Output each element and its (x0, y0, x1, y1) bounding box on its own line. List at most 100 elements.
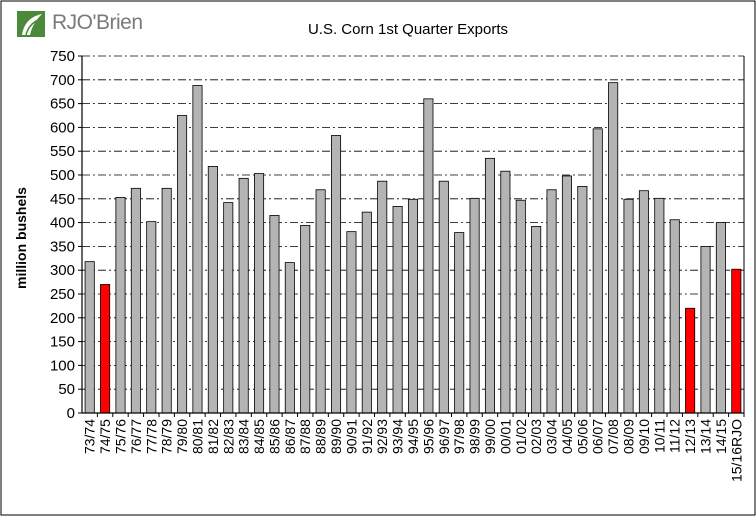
y-tick-label: 700 (50, 72, 75, 89)
x-tick-label: 78/79 (159, 419, 175, 454)
bar-03-04 (546, 189, 557, 414)
y-tick-label: 450 (50, 191, 75, 208)
bar-99-00 (484, 157, 495, 414)
x-tick-label: 96/97 (436, 419, 452, 454)
y-tick-label: 100 (50, 357, 75, 374)
x-tick-label: 03/04 (544, 419, 560, 454)
bar-88-89 (315, 189, 326, 414)
x-tick-label: 73/74 (82, 419, 98, 454)
bar-82-83 (223, 202, 234, 414)
bar-89-90 (331, 135, 342, 414)
x-tick-label: 11/12 (667, 419, 683, 453)
x-tick-label: 01/02 (513, 419, 529, 454)
bar-73-74 (84, 261, 95, 414)
x-tick-label: 97/98 (451, 419, 467, 454)
bar-11-12 (669, 219, 680, 414)
x-tick-label: 75/76 (112, 419, 128, 454)
x-tick-label: 81/82 (205, 419, 221, 454)
logo-text: RJO'Brien (52, 11, 143, 34)
bar-15-16RJO (731, 268, 742, 414)
bar-93-94 (392, 206, 403, 414)
x-tick-label: 08/09 (621, 419, 637, 454)
x-tick-label: 84/85 (251, 419, 267, 454)
x-tick-label: 09/10 (636, 419, 652, 454)
x-tick-label: 94/95 (405, 419, 421, 454)
bar-92-93 (377, 180, 388, 414)
rjo-brien-logo: RJO'Brien (16, 8, 156, 40)
bar-96-97 (438, 180, 449, 414)
bar-75-76 (115, 196, 126, 414)
rjo-leaf-logo-icon (17, 11, 45, 37)
x-tick-label: 99/00 (482, 419, 498, 454)
y-tick-label: 400 (50, 215, 75, 232)
bar-86-87 (284, 262, 295, 414)
bar-13-14 (700, 245, 711, 414)
bar-09-10 (638, 190, 649, 414)
bar-04-05 (561, 175, 572, 414)
x-tick-label: 14/15 (713, 419, 729, 454)
x-tick-label: 00/01 (497, 419, 513, 454)
bar-85-86 (269, 215, 280, 414)
y-tick-label: 50 (58, 381, 75, 398)
x-tick-label: 93/94 (390, 419, 406, 454)
bar-80-81 (192, 85, 203, 414)
bar-84-85 (254, 173, 265, 414)
bar-97-98 (454, 232, 465, 414)
bar-02-03 (531, 226, 542, 414)
x-tick-label: 82/83 (220, 419, 236, 454)
y-tick-label: 600 (50, 119, 75, 136)
x-tick-label: 87/88 (297, 419, 313, 454)
bar-90-91 (346, 231, 357, 414)
x-tick-label: 89/90 (328, 419, 344, 454)
bar-07-08 (608, 82, 619, 414)
x-tick-label: 12/13 (682, 419, 698, 454)
y-tick-label: 500 (50, 167, 75, 184)
x-tick-label: 90/91 (343, 419, 359, 454)
x-tick-label: 76/77 (128, 419, 144, 454)
bar-10-11 (654, 197, 665, 414)
bar-05-06 (577, 186, 588, 414)
x-tick-label: 98/99 (467, 419, 483, 454)
x-tick-label: 91/92 (359, 419, 375, 454)
y-tick-label: 150 (50, 334, 75, 351)
bar-95-96 (423, 98, 434, 414)
x-tick-label: 86/87 (282, 419, 298, 454)
x-tick-label: 05/06 (574, 419, 590, 454)
bar-83-84 (238, 177, 249, 414)
y-tick-label: 200 (50, 310, 75, 327)
x-tick-label: 06/07 (590, 419, 606, 454)
bar-01-02 (515, 199, 526, 414)
bar-74-75 (100, 284, 111, 414)
x-tick-label: 95/96 (420, 419, 436, 454)
y-tick-label: 550 (50, 143, 75, 160)
bar-98-99 (469, 197, 480, 414)
axes (78, 55, 745, 417)
x-tick-label: 15/16RJO (728, 419, 744, 482)
y-tick-labels: 0 50 100 150 200 250 300 350 400 450 500 550 600 650 7… (50, 48, 75, 422)
x-tick-label: 85/86 (266, 419, 282, 454)
x-tick-label: 04/05 (559, 419, 575, 454)
y-tick-label: 650 (50, 96, 75, 113)
bar-91-92 (361, 211, 372, 414)
bar-78-79 (161, 187, 172, 414)
bar-87-88 (300, 225, 311, 414)
bar-94-95 (407, 198, 419, 414)
chart-title: U.S. Corn 1st Quarter Exports (308, 21, 508, 38)
x-tick-label: 13/14 (698, 419, 714, 454)
bar-08-09 (623, 198, 634, 414)
x-tick-labels: 73/74 74/75 75/76 76/77 77/78 78/79 79/80 80/81… (82, 419, 745, 482)
x-tick-label: 92/93 (374, 419, 390, 454)
bar-77-78 (146, 221, 157, 414)
y-axis-label: million bushels (13, 187, 29, 289)
y-tick-label: 300 (50, 262, 75, 279)
y-tick-label: 250 (50, 286, 75, 303)
y-tick-label: 350 (50, 238, 75, 255)
x-tick-label: 79/80 (174, 419, 190, 454)
bar-79-80 (177, 115, 188, 414)
y-tick-label: 750 (50, 48, 75, 65)
bar-14-15 (715, 222, 726, 414)
x-tick-label: 10/11 (651, 419, 667, 453)
bars (84, 82, 742, 414)
